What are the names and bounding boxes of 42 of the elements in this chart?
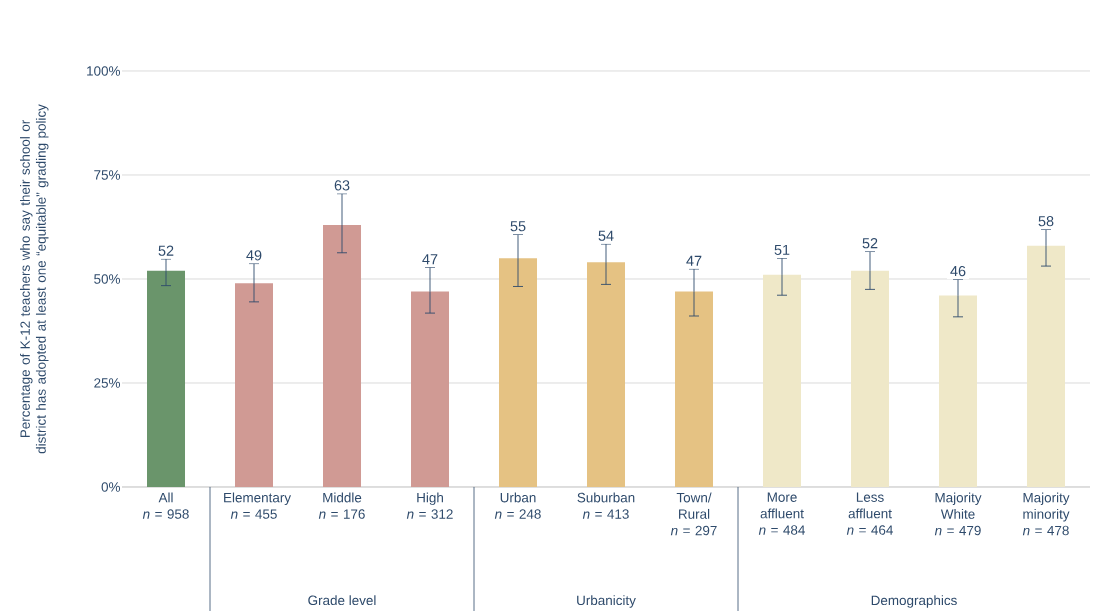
data-label: 47 (422, 254, 438, 265)
data-label: 49 (246, 250, 262, 261)
x-tick-label: Suburban n = 413 (577, 492, 635, 519)
x-tick-label: Majority minority n = 478 (1022, 492, 1070, 536)
bar (1027, 245, 1066, 487)
x-tick-label: All n = 958 (142, 492, 189, 519)
x-tick-label: Middle n = 176 (318, 492, 365, 519)
y-tick-label: 75% (94, 170, 121, 180)
bar (147, 270, 186, 487)
data-label: 55 (510, 221, 526, 232)
bar (675, 291, 714, 487)
bar (411, 291, 450, 487)
data-label: 52 (158, 245, 174, 256)
bar (587, 262, 626, 487)
text: Demographics (871, 595, 957, 608)
x-tick-label: Less affluent n = 464 (846, 492, 893, 535)
text: Urbanicity (577, 595, 636, 608)
data-label: 47 (686, 255, 702, 266)
data-label: 51 (774, 244, 790, 255)
data-label: 58 (1038, 216, 1054, 227)
data-label: 52 (862, 238, 878, 249)
data-label: 46 (950, 265, 966, 277)
y-tick-label: 25% (94, 378, 121, 388)
x-tick-label: Town/ Rural n = 297 (670, 492, 717, 536)
y-tick-label: 50% (94, 274, 121, 284)
x-tick-label: High n = 312 (406, 492, 453, 519)
x-tick-label: Elementary n = 455 (224, 492, 291, 519)
x-tick-label: Majority White n = 479 (934, 492, 982, 536)
bar (763, 274, 802, 487)
x-tick-label: Urban n = 248 (494, 492, 541, 519)
text: Grade level (308, 595, 376, 606)
bar (235, 283, 274, 487)
bar (499, 258, 538, 487)
y-axis-title: Percentage of K-12 teachers who say their school or district has adopted at least one “equitable” grading policy (20, 104, 49, 454)
y-tick-label: 100% (87, 66, 121, 76)
y-tick-label: 0% (101, 482, 121, 492)
bar (939, 295, 978, 487)
x-tick-label: More affluent n = 484 (758, 492, 805, 535)
data-label: 54 (598, 230, 614, 241)
bar (851, 270, 890, 487)
data-label: 63 (334, 180, 350, 191)
bar (323, 224, 362, 487)
